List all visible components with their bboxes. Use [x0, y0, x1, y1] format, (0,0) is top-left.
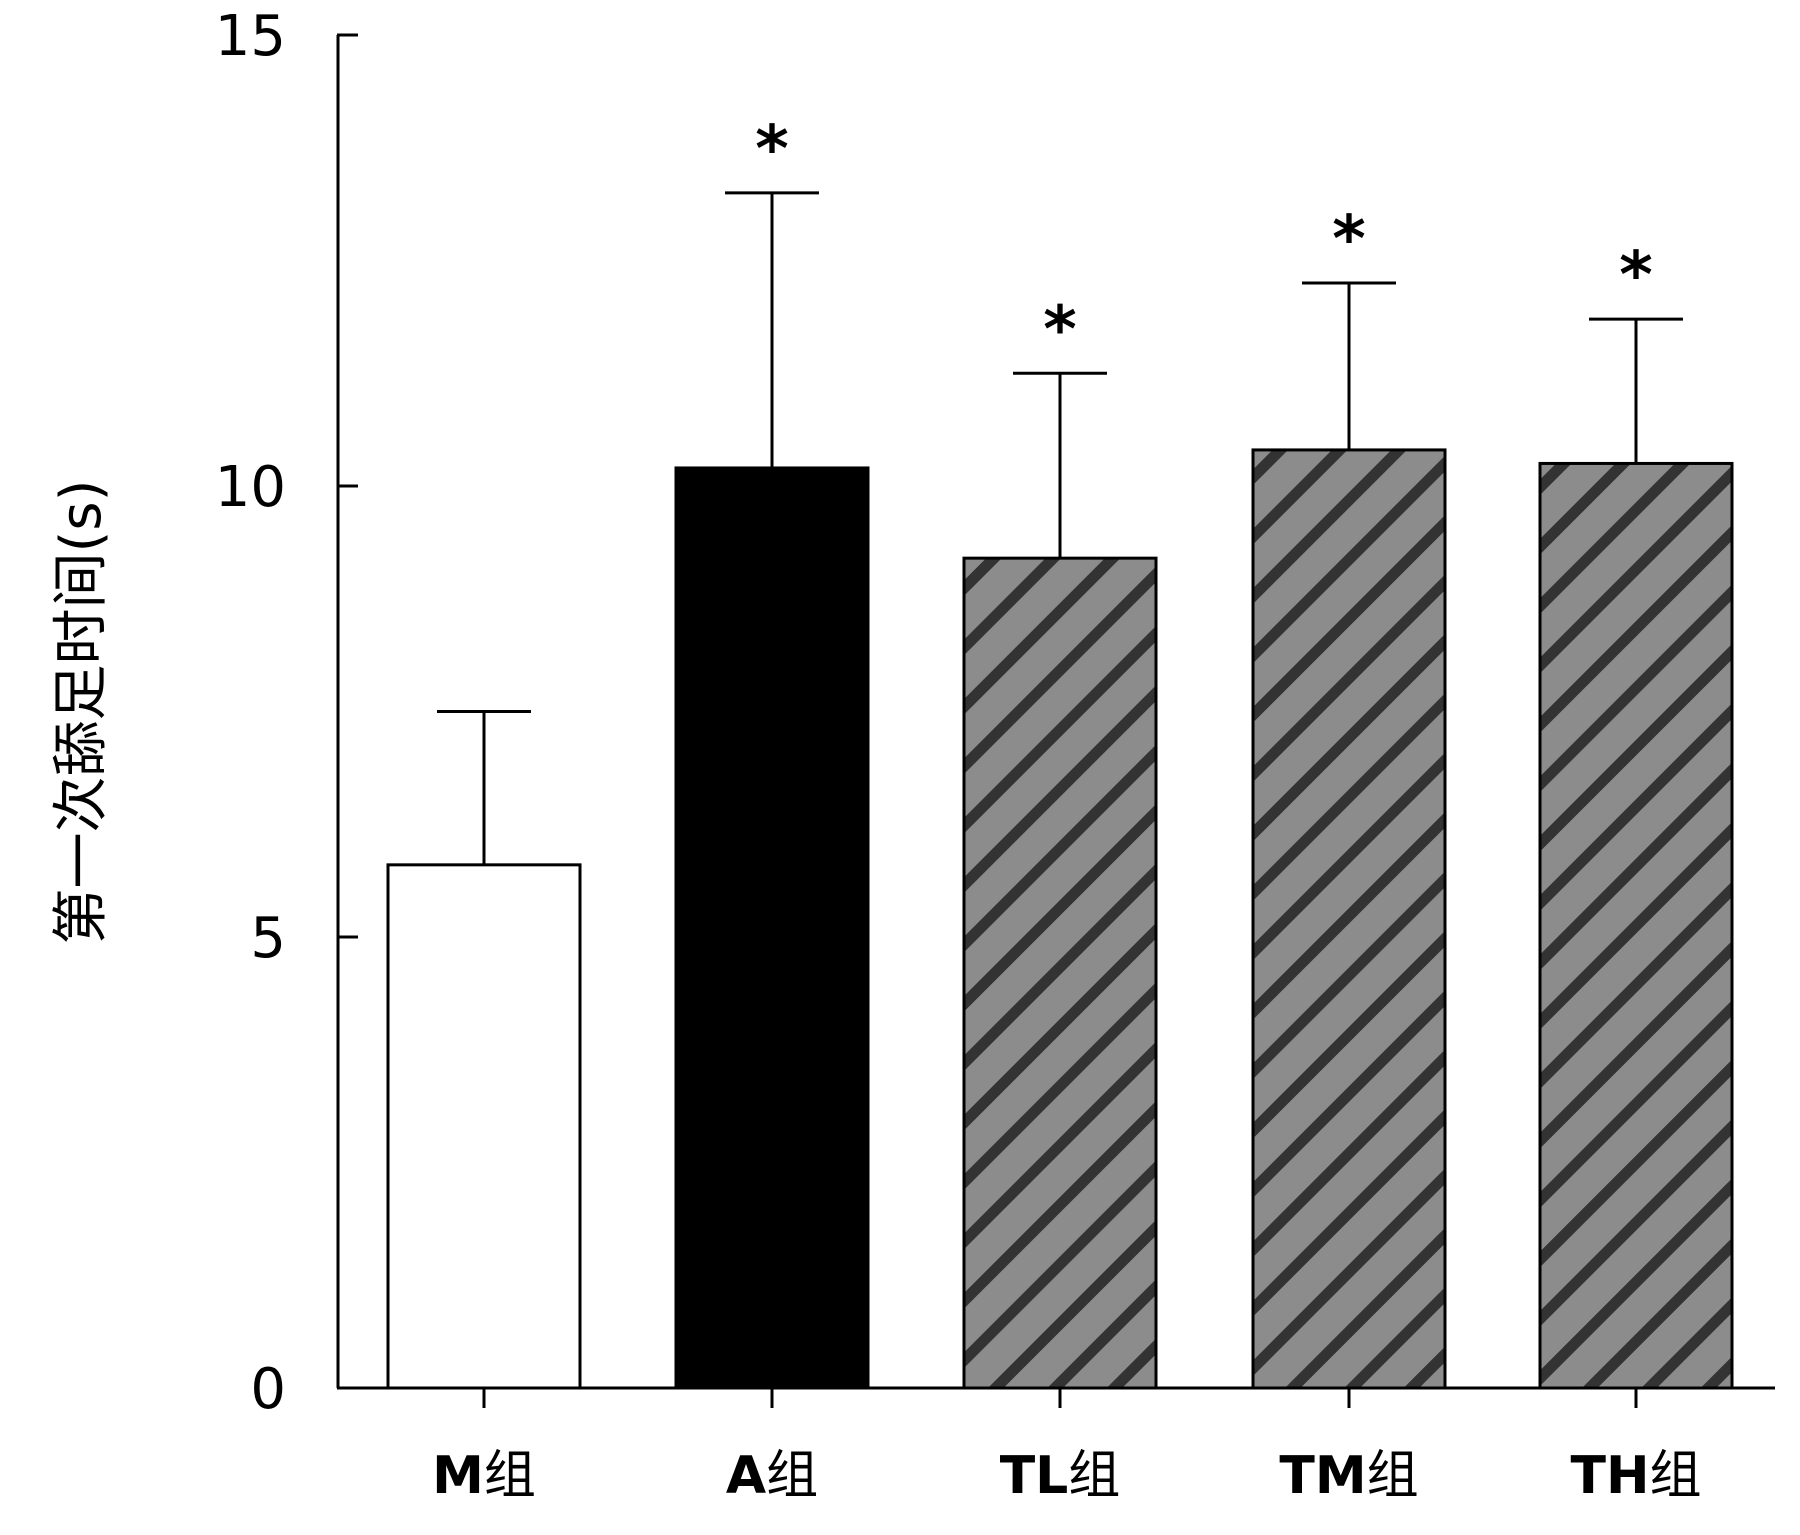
significance-marker: * [1332, 203, 1365, 277]
x-tick-label: TH组 [1570, 1446, 1701, 1506]
y-tick-label: 5 [250, 906, 286, 971]
x-tick-label-suffix: 组 [1649, 1446, 1701, 1506]
significance-marker: * [755, 113, 788, 187]
error-bars [437, 191, 1683, 865]
bar [386, 863, 582, 1390]
x-tick-label-code: TM [1279, 1446, 1366, 1506]
x-tick-label-suffix: 组 [1367, 1446, 1419, 1506]
x-tick-label-code: TL [1000, 1446, 1069, 1506]
y-tick-label: 10 [215, 455, 286, 520]
x-tick-label-code: M [432, 1446, 484, 1506]
bar [1251, 448, 1447, 1390]
bar [674, 466, 870, 1390]
x-tick-label-suffix: 组 [484, 1446, 536, 1506]
significance-marker: * [1619, 239, 1652, 313]
y-tick-label: 0 [250, 1357, 286, 1422]
x-tick-label: A组 [726, 1446, 818, 1506]
x-tick-label: TL组 [1000, 1446, 1121, 1506]
x-tick-label-suffix: 组 [1068, 1446, 1120, 1506]
x-tick-label: TM组 [1279, 1446, 1418, 1506]
bar [1538, 461, 1734, 1390]
bars [386, 448, 1734, 1390]
labels: M组*A组*TL组*TM组*TH组 [432, 113, 1701, 1506]
x-tick-label: M组 [432, 1446, 536, 1506]
x-tick-label-code: A [726, 1446, 766, 1506]
significance-marker: * [1043, 293, 1076, 367]
bar [962, 556, 1158, 1390]
y-tick-label: 15 [215, 4, 286, 69]
y-axis-label: 第一次舔足时间(s) [49, 480, 114, 945]
x-tick-label-suffix: 组 [766, 1446, 818, 1506]
x-tick-label-code: TH [1570, 1446, 1649, 1506]
